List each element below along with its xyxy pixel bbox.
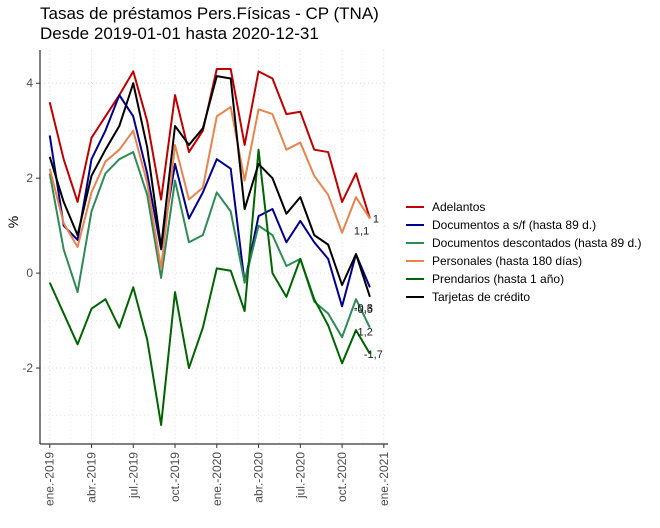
series-end-label: 1,1 [354,226,369,238]
legend-label: Adelantos [432,200,486,214]
x-tick-label: ene.-2019 [43,452,57,506]
series-end-label: -0,5 [354,304,373,316]
legend-item: Prendarios (hasta 1 año) [406,270,641,288]
series-end-label: -1,2 [354,327,373,339]
legend-item: Documentos a s/f (hasta 89 d.) [406,216,641,234]
series-end-label: -0,3 [354,302,373,314]
x-tick-label: oct.-2020 [335,452,349,502]
x-tick-label: jul.-2019 [126,452,140,499]
x-tick-label: abr.-2020 [252,452,266,503]
legend-key [406,224,424,226]
legend-label: Documentos descontados (hasta 89 d.) [432,236,642,250]
legend-label: Personales (hasta 180 días) [432,254,583,268]
x-tick-label: jul.-2020 [293,452,307,499]
legend-key [406,260,424,262]
x-tick-label: abr.-2019 [85,452,99,503]
series-line-documentos-a-s-f-hasta-89-d- [48,94,371,308]
series-line-prendarios-hasta-1-a-o- [48,148,371,427]
y-tick-label: 0 [26,266,33,280]
y-axis-title: % [5,216,21,228]
legend-key [406,296,424,298]
legend-item: Personales (hasta 180 días) [406,252,641,270]
legend-key [406,242,424,244]
legend-label: Prendarios (hasta 1 año) [432,272,565,286]
series-line-personales-hasta-180-d-as- [48,105,371,270]
legend-item: Adelantos [406,198,641,216]
x-tick-label: ene.-2020 [210,452,224,506]
series-line-tarjetas-de-cr-dito [48,75,371,298]
legend-item: Tarjetas de crédito [406,288,641,306]
y-tick-label: 4 [26,76,33,90]
chart-title: Tasas de préstamos Pers.Físicas - CP (TN… [40,4,379,23]
y-tick-label: 2 [26,171,33,185]
y-tick-label: -2 [22,361,33,375]
chart-legend: Adelantos Documentos a s/f (hasta 89 d.) D… [406,198,641,306]
x-tick-label: oct.-2019 [168,452,182,502]
legend-key [406,278,424,280]
x-tick-label: ene.-2021 [377,452,391,506]
legend-key [406,206,424,208]
legend-label: Tarjetas de crédito [432,290,531,304]
series-end-label: 1 [373,214,379,226]
legend-item: Documentos descontados (hasta 89 d.) [406,234,641,252]
legend-label: Documentos a s/f (hasta 89 d.) [432,218,597,232]
series-end-label: -1,7 [364,349,383,361]
chart-title-block: Tasas de préstamos Pers.Físicas - CP (TN… [40,4,379,44]
chart-subtitle: Desde 2019-01-01 hasta 2020-12-31 [40,24,319,43]
